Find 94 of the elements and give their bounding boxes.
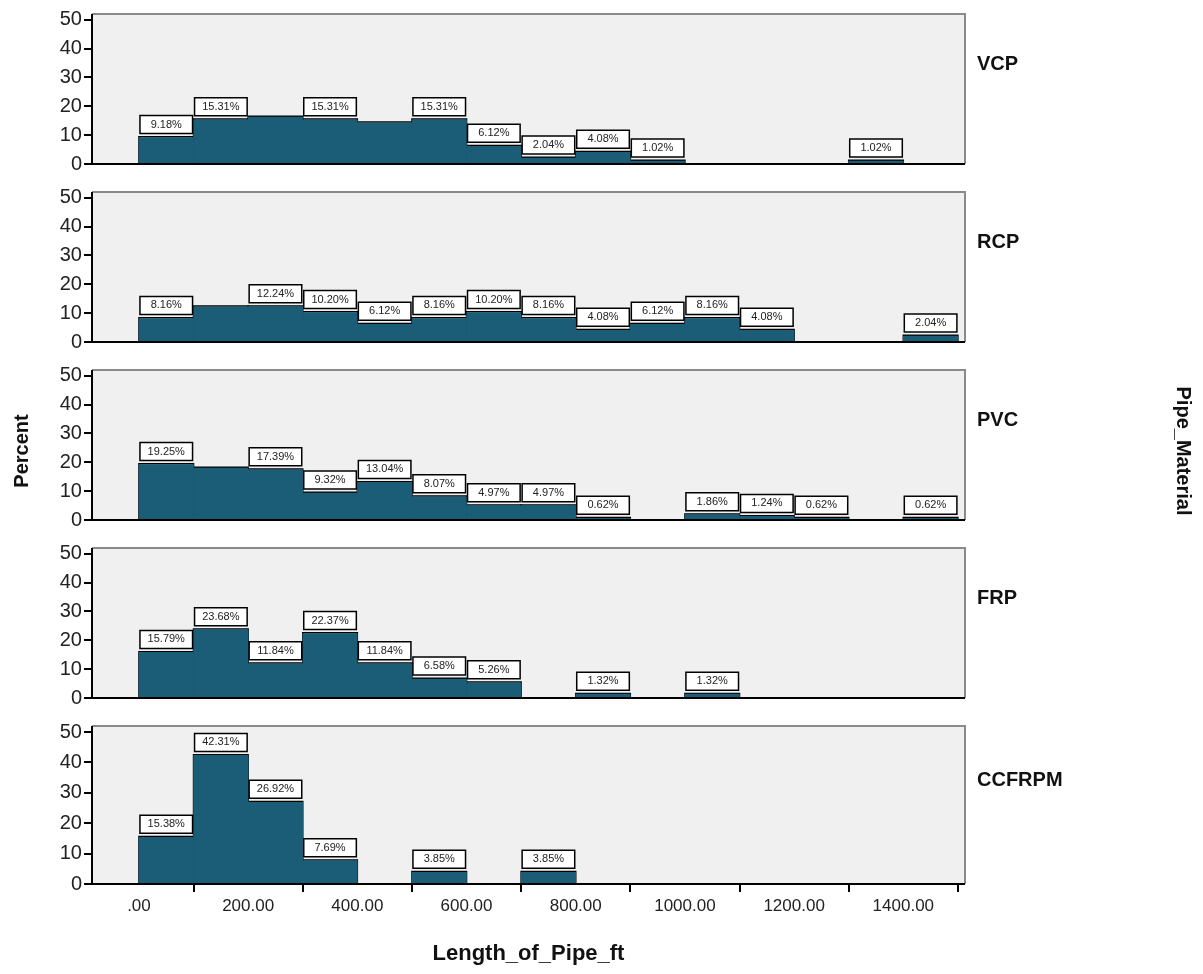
data-label: 17.39% — [256, 449, 295, 462]
data-label: 0.62% — [587, 498, 619, 511]
data-label: 26.92% — [256, 782, 295, 795]
y-tick-label: 0 — [70, 329, 82, 352]
data-label: 19.25% — [147, 444, 186, 457]
y-tick-label: 50 — [59, 185, 82, 208]
x-tick-label: 600.00 — [440, 895, 493, 915]
y-tick-label: 40 — [59, 570, 82, 593]
data-label: 42.31% — [202, 735, 240, 748]
x-tick-label: 1400.00 — [872, 895, 935, 915]
y-tick-label: 30 — [59, 780, 82, 803]
y-tick-label: 30 — [59, 64, 82, 87]
y2-axis-title: Pipe_Material — [1173, 386, 1196, 516]
y-tick-label: 10 — [59, 300, 82, 323]
y-tick-label: 50 — [59, 363, 82, 386]
data-label: 9.32% — [314, 473, 346, 486]
text: RCP — [977, 229, 1020, 252]
data-label: 15.79% — [147, 632, 186, 645]
y-tick-label: 10 — [59, 122, 82, 145]
y-tick-label: 50 — [59, 541, 82, 564]
data-label: 11.84% — [257, 643, 294, 656]
x-tick-label: .00 — [127, 895, 151, 915]
data-label: 5.26% — [478, 662, 510, 675]
y-tick-label: 20 — [59, 810, 82, 833]
data-label: 0.62% — [805, 498, 838, 511]
data-label: 23.68% — [202, 609, 240, 622]
data-label: 15.38% — [147, 817, 186, 830]
data-label: 6.12% — [478, 126, 510, 139]
data-label: 15.31% — [311, 99, 349, 112]
y-tick-label: 20 — [59, 449, 82, 472]
data-label: 6.12% — [369, 304, 401, 317]
data-label: 1.02% — [860, 141, 892, 154]
y-tick-label: 0 — [70, 507, 82, 530]
data-label: 8.16% — [696, 298, 729, 311]
text: PVC — [977, 407, 1019, 430]
y-tick-label: 40 — [59, 36, 82, 59]
data-label: 7.69% — [314, 840, 346, 853]
data-label: 1.86% — [696, 494, 729, 507]
data-label: 1.02% — [642, 141, 674, 154]
y-tick-label: 20 — [59, 627, 82, 650]
text: VCP — [977, 51, 1019, 74]
data-label: 22.37% — [311, 613, 349, 626]
data-label: 8.16% — [532, 298, 565, 311]
data-label: 2.04% — [915, 316, 947, 329]
y-tick-label: 10 — [59, 656, 82, 679]
text: CCFRPM — [977, 767, 1063, 790]
data-label: 1.24% — [751, 496, 783, 509]
data-label: 8.16% — [150, 298, 183, 311]
y-tick-label: 20 — [59, 93, 82, 116]
y-tick-label: 40 — [59, 392, 82, 415]
data-label: 8.16% — [423, 298, 456, 311]
data-label: 3.85% — [532, 852, 565, 865]
text: FRP — [977, 585, 1017, 608]
x-tick-label: 400.00 — [331, 895, 384, 915]
data-label: 1.32% — [587, 674, 619, 687]
x-tick-label: 1000.00 — [654, 895, 716, 915]
data-label: 12.24% — [256, 286, 295, 299]
data-label: 10.20% — [475, 292, 513, 305]
data-label: 4.08% — [587, 132, 619, 145]
y-tick-label: 40 — [59, 214, 82, 237]
y-tick-label: 40 — [59, 749, 82, 772]
data-label: 8.07% — [423, 476, 456, 489]
data-label: 9.18% — [150, 117, 183, 130]
x-axis-title: Length_of_Pipe_ft — [432, 940, 626, 966]
y-tick-label: 50 — [59, 719, 82, 742]
y-tick-label: 0 — [70, 151, 82, 174]
y-tick-label: 10 — [59, 478, 82, 501]
y-tick-label: 0 — [70, 871, 82, 894]
y-tick-label: 10 — [59, 841, 82, 864]
data-label: 4.08% — [587, 310, 619, 323]
data-label: 11.84% — [366, 643, 404, 656]
y-axis-title: Percent — [9, 413, 32, 488]
data-label: 13.04% — [365, 462, 404, 475]
data-label: 6.12% — [642, 304, 674, 317]
data-label: 4.97% — [532, 485, 565, 498]
data-label: 3.85% — [423, 852, 456, 865]
data-label: 6.58% — [423, 659, 456, 672]
data-label: 4.97% — [478, 485, 510, 498]
y-tick-label: 30 — [59, 420, 82, 443]
y-tick-label: 0 — [70, 685, 82, 708]
data-label: 0.62% — [915, 498, 947, 511]
y-tick-label: 50 — [59, 7, 82, 30]
data-label: 15.31% — [202, 99, 240, 112]
data-label: 4.08% — [751, 310, 783, 323]
y-tick-label: 30 — [59, 242, 82, 265]
x-tick-label: 1200.00 — [763, 895, 825, 915]
data-label: 1.32% — [696, 674, 729, 687]
data-label: 15.31% — [420, 99, 459, 112]
x-tick-label: 800.00 — [549, 895, 602, 915]
data-label: 2.04% — [532, 138, 565, 151]
y-tick-label: 20 — [59, 271, 82, 294]
y-tick-label: 30 — [59, 598, 82, 621]
x-tick-label: 200.00 — [222, 895, 275, 915]
data-label: 10.20% — [311, 292, 349, 305]
